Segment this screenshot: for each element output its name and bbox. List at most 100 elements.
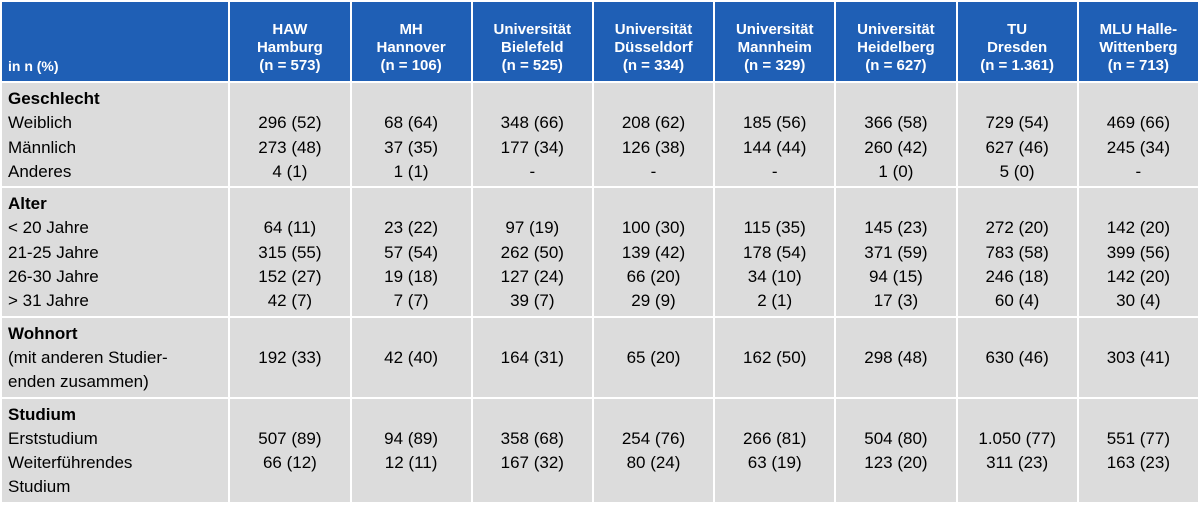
column-header-name2: Mannheim — [737, 39, 812, 56]
row-value: 63 (19) — [747, 453, 802, 473]
row-value: 729 (54) — [985, 113, 1049, 133]
row-value: 254 (76) — [621, 428, 686, 448]
row-value: 152 (27) — [258, 267, 322, 287]
row-value: 4 (1) — [272, 161, 308, 181]
section-label-cell: Studium Erststudium Weiterführendes Studium — [2, 398, 229, 502]
row-label: 21-25 Jahre — [8, 242, 99, 262]
row-value: 2 (1) — [757, 291, 793, 311]
column-header-n: (n = 627) — [865, 57, 927, 74]
row-value: 167 (32) — [500, 453, 564, 473]
row-value: 272 (20) — [985, 218, 1049, 238]
value-cell: 208 (62) 126 (38) - — [593, 83, 714, 187]
column-header-name2: Düsseldorf — [614, 39, 693, 56]
section-title: Geschlecht — [8, 89, 100, 108]
row-value: 185 (56) — [743, 113, 807, 133]
value-cell: 469 (66) 245 (34) - — [1078, 83, 1198, 187]
column-header-7: TU Dresden (n = 1.361) — [957, 2, 1077, 81]
section-label-cell: Alter < 20 Jahre 21-25 Jahre 26-30 Jahre > 3… — [2, 188, 229, 316]
column-header-8: MLU Halle- Wittenberg (n = 713) — [1078, 2, 1198, 81]
row-value: 504 (80) — [864, 428, 928, 448]
header-row: in n (%) HAW Hamburg (n = 573) MH Hannover (n… — [2, 2, 1198, 81]
row-value: 34 (10) — [747, 267, 802, 287]
value-cell: 266 (81) 63 (19) — [715, 398, 835, 502]
row-value: 42 (40) — [384, 347, 439, 367]
row-value: 142 (20) — [1106, 218, 1171, 238]
row-value: 246 (18) — [985, 267, 1049, 287]
value-cell: 272 (20) 783 (58) 246 (18) 60 (4) — [957, 188, 1077, 316]
column-header-name1: HAW — [272, 21, 308, 38]
row-value: 123 (20) — [864, 453, 928, 473]
row-value: 311 (23) — [986, 453, 1049, 473]
column-header-name1: TU — [1007, 21, 1028, 38]
row-value: 100 (30) — [621, 218, 686, 238]
row-value: 94 (89) — [384, 428, 439, 448]
column-header-name2: Bielefeld — [501, 39, 564, 56]
value-cell: 23 (22) 57 (54) 19 (18) 7 (7) — [351, 188, 471, 316]
row-value: 366 (58) — [864, 113, 928, 133]
row-label: Anderes — [8, 161, 72, 181]
row-label: 26-30 Jahre — [8, 267, 99, 287]
column-header-name1: Universität — [614, 21, 693, 38]
value-cell: 68 (64) 37 (35) 1 (1) — [351, 83, 471, 187]
row-value: 783 (58) — [985, 242, 1049, 262]
row-value: 177 (34) — [500, 137, 564, 157]
row-value: 145 (23) — [864, 218, 928, 238]
row-value: 57 (54) — [384, 242, 439, 262]
column-header-name1: MH — [399, 21, 423, 38]
column-header-name1: Universität — [735, 21, 814, 38]
row-value: 1 (0) — [878, 161, 914, 181]
column-header-4: Universität Düsseldorf (n = 334) — [593, 2, 714, 81]
row-value: 23 (22) — [384, 218, 439, 238]
row-value: 399 (56) — [1106, 242, 1171, 262]
column-header-3: Universität Bielefeld (n = 525) — [472, 2, 592, 81]
row-value: 94 (15) — [868, 267, 923, 287]
row-value: 162 (50) — [743, 347, 807, 367]
row-value: 273 (48) — [258, 137, 322, 157]
row-value: 245 (34) — [1106, 137, 1171, 157]
value-cell: 507 (89) 66 (12) — [230, 398, 350, 502]
value-cell: 65 (20) — [593, 317, 714, 397]
row-value: - — [771, 161, 778, 181]
value-cell: 358 (68) 167 (32) — [472, 398, 592, 502]
row-value: 97 (19) — [505, 218, 560, 238]
row-value: 208 (62) — [621, 113, 686, 133]
row-value: 144 (44) — [743, 137, 807, 157]
row-value: 142 (20) — [1106, 267, 1171, 287]
row-value: 29 (9) — [631, 291, 676, 311]
row-value: 80 (24) — [626, 453, 681, 473]
row-value: 551 (77) — [1106, 428, 1171, 448]
value-cell: 192 (33) — [230, 317, 350, 397]
row-value: 296 (52) — [258, 113, 322, 133]
row-value: 627 (46) — [985, 137, 1049, 157]
column-header-name1: Universität — [857, 21, 935, 38]
row-value: 507 (89) — [258, 428, 322, 448]
column-header-name2: Wittenberg — [1099, 39, 1178, 56]
row-value: 65 (20) — [626, 347, 681, 367]
row-value: 266 (81) — [743, 428, 807, 448]
value-cell: 42 (40) — [351, 317, 471, 397]
row-value: 66 (20) — [626, 267, 681, 287]
section-wohnort: Wohnort (mit anderen Studier-enden zusamm… — [2, 317, 1198, 397]
value-cell: 366 (58) 260 (42) 1 (0) — [836, 83, 956, 187]
row-value: 262 (50) — [500, 242, 564, 262]
value-cell: 630 (46) — [957, 317, 1077, 397]
row-label: Weiterführendes — [8, 453, 133, 473]
column-header-n: (n = 1.361) — [980, 57, 1055, 74]
value-cell: 729 (54) 627 (46) 5 (0) — [957, 83, 1077, 187]
row-value: 37 (35) — [384, 137, 439, 157]
value-cell: 298 (48) — [836, 317, 956, 397]
column-header-2: MH Hannover (n = 106) — [351, 2, 471, 81]
row-value: 126 (38) — [621, 137, 686, 157]
value-cell: 145 (23) 371 (59) 94 (15) 17 (3) — [836, 188, 956, 316]
row-label: > 31 Jahre — [8, 291, 89, 311]
row-value: - — [529, 161, 536, 181]
column-header-5: Universität Mannheim (n = 329) — [715, 2, 835, 81]
row-value: 19 (18) — [384, 267, 439, 287]
column-header-name2: Heidelberg — [857, 39, 935, 56]
column-header-6: Universität Heidelberg (n = 627) — [836, 2, 956, 81]
value-cell: 64 (11) 315 (55) 152 (27) 42 (7) — [230, 188, 350, 316]
row-value: 68 (64) — [384, 113, 439, 133]
column-header-n: (n = 713) — [1107, 57, 1169, 74]
row-value: 127 (24) — [500, 267, 564, 287]
value-cell: 115 (35) 178 (54) 34 (10) 2 (1) — [715, 188, 835, 316]
